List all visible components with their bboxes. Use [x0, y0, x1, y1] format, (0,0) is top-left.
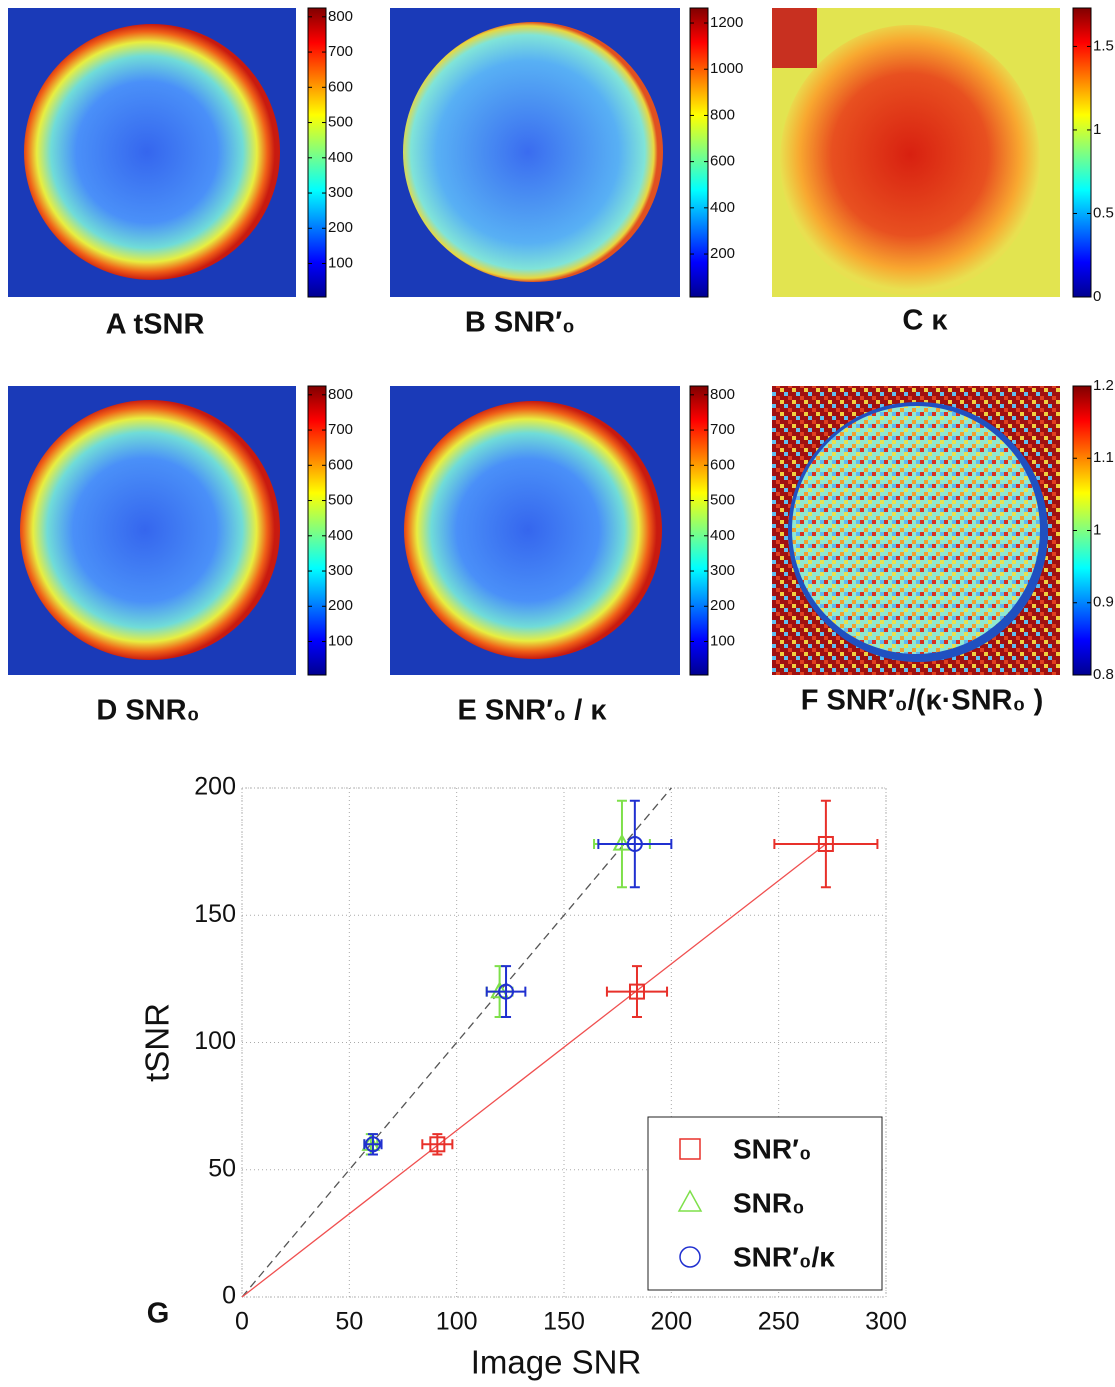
- image-d: [8, 386, 296, 675]
- colorbar-label: 500: [328, 492, 353, 509]
- colorbar-label: 1.1: [1093, 449, 1114, 466]
- x-tick-label: 50: [335, 1308, 363, 1336]
- colorbar-label: 300: [710, 562, 735, 579]
- marker: [364, 1136, 381, 1153]
- y-axis-label: tSNR: [139, 1003, 176, 1082]
- colorbar-label: 400: [710, 527, 735, 544]
- colorbar-label: 600: [328, 78, 353, 95]
- colorbar-label: 600: [328, 456, 353, 473]
- error-bar-x: [421, 1139, 454, 1150]
- colorbar-label: 200: [328, 597, 353, 614]
- x-tick-label: 200: [650, 1308, 692, 1336]
- colorbar-label: 800: [328, 386, 353, 403]
- panel-label: G: [147, 1298, 170, 1330]
- x-tick-label: 300: [865, 1308, 907, 1336]
- colorbar-label: 800: [328, 8, 353, 25]
- colorbar-label: 600: [710, 456, 735, 473]
- y-tick-label: 100: [194, 1027, 236, 1055]
- colorbar-label: 500: [328, 114, 353, 131]
- image-c: [772, 8, 1060, 297]
- colorbar-label: 300: [328, 184, 353, 201]
- panel-title: A tSNR: [106, 309, 205, 341]
- colorbar-label: 700: [710, 421, 735, 438]
- x-axis-label: Image SNR: [471, 1344, 642, 1381]
- colorbar-label: 300: [328, 562, 353, 579]
- colorbar-label: 400: [328, 527, 353, 544]
- colorbar-label: 600: [710, 153, 735, 170]
- colorbar-label: 100: [710, 632, 735, 649]
- colorbar-label: 200: [328, 219, 353, 236]
- panel-title: C κ: [902, 305, 948, 337]
- colorbar-label: 0.5: [1093, 204, 1114, 221]
- colorbar-label: 200: [710, 597, 735, 614]
- reference-line: [241, 843, 827, 1298]
- legend-box: [647, 1116, 883, 1291]
- error-bar-x: [363, 1139, 383, 1150]
- panel-title: E SNR′₀ / κ: [458, 695, 608, 727]
- image-f: [772, 386, 1060, 675]
- reference-line: [241, 787, 672, 1298]
- error-bar-x: [773, 838, 879, 849]
- colorbar-label: 400: [710, 199, 735, 216]
- colorbar: [307, 7, 327, 298]
- error-bar-x: [597, 838, 673, 849]
- x-tick-label: 0: [235, 1308, 249, 1336]
- x-tick-label: 250: [758, 1308, 800, 1336]
- colorbar-label: 800: [710, 106, 735, 123]
- marker: [626, 835, 643, 852]
- colorbar-label: 1: [1093, 121, 1101, 138]
- x-tick-label: 100: [436, 1308, 478, 1336]
- error-bar-x: [605, 986, 669, 997]
- legend-label: SNR′₀/κ: [733, 1241, 835, 1272]
- legend-marker: [679, 1246, 701, 1268]
- marker: [817, 835, 834, 852]
- colorbar-label: 700: [328, 421, 353, 438]
- colorbar: [689, 385, 709, 676]
- colorbar-label: 0: [1093, 288, 1101, 305]
- colorbar-label: 800: [710, 386, 735, 403]
- colorbar: [307, 385, 327, 676]
- colorbar: [1072, 7, 1092, 298]
- colorbar-label: 1000: [710, 60, 743, 77]
- y-tick-label: 200: [194, 773, 236, 801]
- legend-label: SNR′₀: [733, 1133, 811, 1164]
- legend-marker: [679, 1138, 701, 1160]
- marker: [429, 1136, 446, 1153]
- error-bar-x: [485, 986, 527, 997]
- y-tick-label: 150: [194, 900, 236, 928]
- colorbar-label: 0.8: [1093, 666, 1114, 683]
- panel-title: B SNR′₀: [465, 307, 575, 339]
- image-b: [390, 8, 680, 297]
- colorbar-label: 1: [1093, 521, 1101, 538]
- image-e: [390, 386, 680, 675]
- colorbar-label: 0.9: [1093, 594, 1114, 611]
- colorbar: [689, 7, 709, 298]
- marker: [628, 983, 645, 1000]
- marker: [490, 981, 509, 999]
- colorbar-label: 1.2: [1093, 377, 1114, 394]
- colorbar-label: 1.5: [1093, 37, 1114, 54]
- panel-title: D SNR₀: [96, 695, 199, 727]
- image-a: [8, 8, 296, 297]
- colorbar-label: 100: [328, 254, 353, 271]
- marker: [612, 833, 632, 851]
- panel-title: F SNR′₀/(κ·SNR₀ ): [801, 685, 1044, 717]
- colorbar-label: 200: [710, 245, 735, 262]
- colorbar-label: 700: [328, 43, 353, 60]
- x-tick-label: 150: [543, 1308, 585, 1336]
- colorbar-label: 500: [710, 492, 735, 509]
- y-tick-label: 50: [208, 1154, 236, 1182]
- legend-label: SNR₀: [733, 1187, 805, 1218]
- y-tick-label: 0: [222, 1282, 236, 1310]
- colorbar-label: 1200: [710, 14, 743, 31]
- marker: [498, 983, 515, 1000]
- colorbar-label: 400: [328, 149, 353, 166]
- colorbar-label: 100: [328, 632, 353, 649]
- legend-marker: [677, 1189, 703, 1212]
